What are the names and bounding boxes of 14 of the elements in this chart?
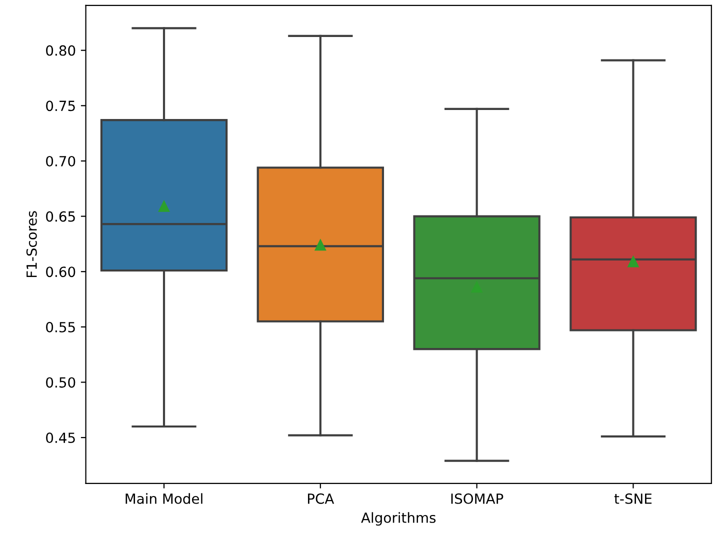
x-tick-label: Main Model: [126, 493, 202, 504]
y-tick-label: 0.50: [46, 377, 76, 388]
y-tick-label: 0.75: [46, 100, 75, 112]
y-tick-label: 0.55: [46, 322, 75, 332]
x-axis-title: Algorithms: [361, 512, 436, 526]
y-tick-label: 0.80: [46, 45, 76, 56]
y-tick-label: 0.60: [46, 266, 76, 278]
x-tick-label: ISOMAP: [451, 493, 504, 504]
x-tick-label: t-SNE: [614, 493, 652, 504]
y-tick-label: 0.70: [46, 156, 76, 166]
y-tick-label: 0.65: [46, 211, 75, 222]
y-tick-label: 0.45: [46, 432, 75, 444]
y-axis-title: F1-Scores: [26, 211, 37, 278]
x-tick-label: PCA: [308, 493, 334, 504]
